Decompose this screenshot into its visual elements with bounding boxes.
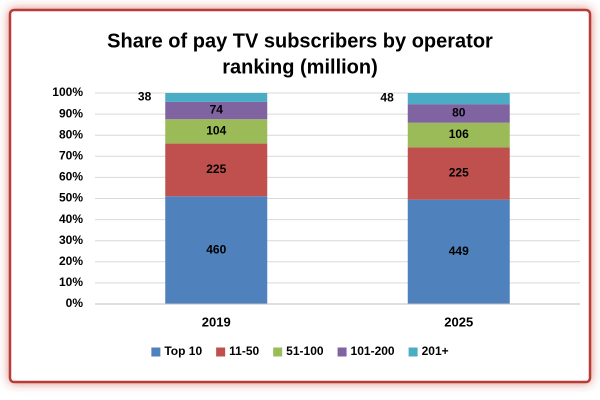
- data-label: 74: [210, 103, 224, 117]
- bar-segment: [407, 104, 510, 123]
- y-tick-label: 50%: [59, 191, 83, 205]
- legend-swatch: [408, 347, 418, 357]
- data-label: 80: [452, 106, 466, 120]
- data-label: 48: [380, 91, 394, 105]
- legend-label: 201+: [422, 344, 449, 358]
- bar-segment: [165, 196, 268, 304]
- y-tick-label: 60%: [59, 170, 83, 184]
- legend-swatch: [273, 347, 283, 357]
- y-tick-label: 20%: [59, 254, 83, 268]
- y-tick-label: 40%: [59, 212, 83, 226]
- data-label: 449: [449, 244, 469, 258]
- y-tick-label: 10%: [59, 275, 83, 289]
- y-tick-label: 100%: [52, 85, 83, 99]
- legend-label: 11-50: [229, 344, 259, 358]
- bar-segment: [165, 143, 268, 197]
- x-tick-label: 2019: [202, 314, 231, 329]
- y-tick-label: 80%: [59, 127, 83, 141]
- legend-swatch: [216, 347, 226, 357]
- bar-segment: [165, 93, 268, 102]
- legend-label: 51-100: [286, 344, 324, 358]
- data-label: 106: [449, 127, 469, 141]
- bar-segment: [407, 122, 510, 148]
- bar-segment: [407, 199, 510, 304]
- bar-segment: [165, 101, 268, 120]
- y-tick-label: 70%: [59, 148, 83, 162]
- y-tick-label: 0%: [66, 296, 84, 310]
- bar-segment: [407, 93, 510, 105]
- legend-label: 101-200: [351, 344, 395, 358]
- data-label: 225: [449, 166, 469, 180]
- chart-title: Share of pay TV subscribers by operator: [107, 30, 493, 52]
- data-label: 38: [138, 90, 152, 104]
- data-label: 460: [206, 242, 226, 256]
- y-tick-label: 30%: [59, 233, 83, 247]
- y-tick-label: 90%: [59, 106, 83, 120]
- legend-swatch: [151, 347, 161, 357]
- legend-swatch: [337, 347, 347, 357]
- chart-title: ranking (million): [222, 56, 378, 78]
- legend-label: Top 10: [164, 344, 202, 358]
- data-label: 225: [206, 162, 226, 176]
- bar-segment: [407, 147, 510, 200]
- data-label: 104: [206, 124, 226, 138]
- x-tick-label: 2025: [444, 314, 473, 329]
- bar-segment: [165, 119, 268, 144]
